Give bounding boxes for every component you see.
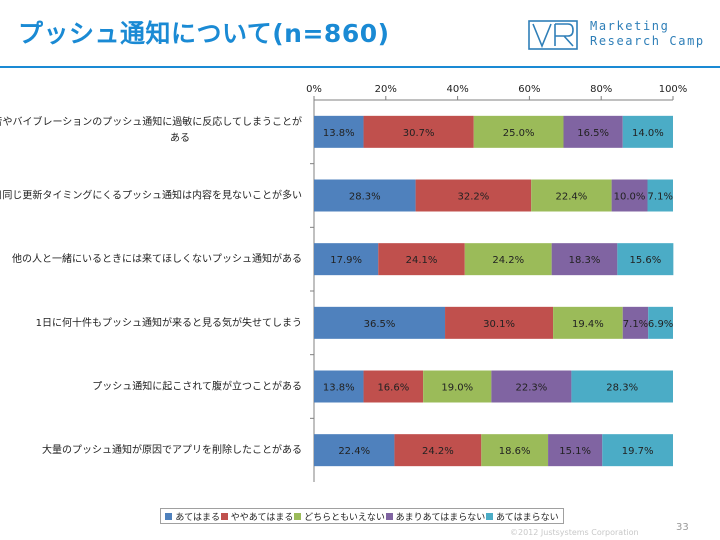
bar-segment xyxy=(531,179,612,212)
legend-label: あまりあてはまらない xyxy=(395,512,486,523)
data-label: 13.8% xyxy=(323,128,355,139)
data-label: 18.6% xyxy=(499,446,531,457)
x-tick-label: 60% xyxy=(518,84,540,95)
logo-line-2: Research Camp xyxy=(590,34,705,48)
data-label: 13.8% xyxy=(323,383,355,394)
data-label: 36.5% xyxy=(364,319,396,330)
bar-segment xyxy=(314,243,379,276)
data-label: 24.1% xyxy=(406,255,438,266)
category-label: プッシュ通知に起こされて腹が立つことがある xyxy=(92,380,302,393)
data-label: 16.5% xyxy=(577,128,609,139)
data-label: 30.1% xyxy=(483,319,515,330)
x-tick-label: 40% xyxy=(446,84,468,95)
bar-segment xyxy=(378,243,465,276)
data-label: 10.0% xyxy=(614,192,646,203)
bar-segment xyxy=(571,370,673,403)
bar-segment xyxy=(611,179,648,212)
bar-segment xyxy=(481,434,549,467)
copyright-text: ©2012 Justsystems Corporation xyxy=(510,528,639,537)
bar-segment xyxy=(617,243,674,276)
data-label: 25.0% xyxy=(503,128,535,139)
data-label: 15.6% xyxy=(629,255,661,266)
data-label: 24.2% xyxy=(422,446,454,457)
bar-segment xyxy=(314,370,364,403)
x-tick-label: 20% xyxy=(375,84,397,95)
category-label: 特定の音やバイブレーションのプッシュ通知に過敏に反応してしまうことが xyxy=(0,115,302,128)
x-tick-label: 80% xyxy=(590,84,612,95)
bar-segment xyxy=(314,179,416,212)
category-label: ある xyxy=(170,132,190,144)
chart-legend: あてはまる ややあてはまる どちらともいえない あまりあてはまらない あてはまらない xyxy=(160,508,564,524)
data-label: 15.1% xyxy=(559,446,591,457)
data-label: 16.6% xyxy=(377,383,409,394)
legend-label: あてはまる xyxy=(175,512,220,523)
page-number: 33 xyxy=(676,522,689,533)
data-label: 7.1% xyxy=(623,319,648,330)
x-tick-label: 100% xyxy=(659,84,688,95)
bar-segment xyxy=(553,306,623,339)
bar-segment xyxy=(647,179,673,212)
bar-segment xyxy=(314,306,446,339)
bar-segment xyxy=(363,115,474,148)
bar-segment xyxy=(464,243,552,276)
bar-segment xyxy=(551,243,618,276)
data-label: 22.3% xyxy=(515,383,547,394)
legend-item: ややあてはまる xyxy=(220,510,294,523)
legend-swatch xyxy=(385,512,393,520)
legend-item: あてはまる xyxy=(165,510,220,523)
bar-segment xyxy=(563,115,623,148)
bar-segment xyxy=(363,370,424,403)
data-label: 14.0% xyxy=(632,128,664,139)
data-label: 19.0% xyxy=(441,383,473,394)
x-tick-label: 0% xyxy=(306,84,322,95)
legend-swatch xyxy=(220,512,228,520)
data-label: 28.3% xyxy=(606,383,638,394)
data-label: 17.9% xyxy=(330,255,362,266)
data-label: 30.7% xyxy=(403,128,435,139)
bar-segment xyxy=(445,306,554,339)
bar-segment xyxy=(415,179,532,212)
logo-text: Marketing Research Camp xyxy=(590,19,705,49)
legend-item: あてはまらない xyxy=(485,510,559,523)
data-label: 7.1% xyxy=(648,192,673,203)
logo-line-1: Marketing xyxy=(590,19,670,33)
data-label: 6.9% xyxy=(648,319,673,330)
bar-segment xyxy=(314,115,364,148)
data-label: 22.4% xyxy=(556,192,588,203)
bar-segment xyxy=(622,306,649,339)
company-logo: Marketing Research Camp xyxy=(528,18,710,52)
data-label: 19.7% xyxy=(622,446,654,457)
bar-segment xyxy=(548,434,603,467)
legend-label: あてはまらない xyxy=(495,512,559,523)
category-label: 1日に何十件もプッシュ通知が来ると見る気が失せてしまう xyxy=(36,316,302,329)
stacked-bar-chart: 0% 20% 40% 60% 80% 100% 特定の音やバイブレーションのプッシュ通知に過… xyxy=(0,84,688,482)
legend-label: どちらともいえない xyxy=(304,512,385,523)
legend-label: ややあてはまる xyxy=(230,512,294,523)
bar-segment xyxy=(648,306,673,339)
header-divider xyxy=(0,66,720,68)
category-label: 他の人と一緒にいるときには来てほしくないプッシュ通知がある xyxy=(12,252,302,265)
data-label: 18.3% xyxy=(569,255,601,266)
bar-segment xyxy=(491,370,572,403)
data-label: 32.2% xyxy=(458,192,490,203)
bar-segment xyxy=(314,434,395,467)
data-label: 22.4% xyxy=(338,446,370,457)
category-label: 毎日同じ更新タイミングにくるプッシュ通知は内容を見ないことが多い xyxy=(0,189,302,202)
mrc-logo-icon xyxy=(528,20,578,50)
legend-item: どちらともいえない xyxy=(294,510,385,523)
data-label: 28.3% xyxy=(349,192,381,203)
legend-swatch xyxy=(485,512,493,520)
bar-segment xyxy=(423,370,492,403)
data-label: 19.4% xyxy=(572,319,604,330)
page-title: プッシュ通知について(n=860) xyxy=(18,19,390,48)
legend-item: あまりあてはまらない xyxy=(385,510,486,523)
bar-segment xyxy=(602,434,673,467)
legend-swatch xyxy=(165,512,173,520)
bar-segment xyxy=(473,115,564,148)
legend-swatch xyxy=(294,512,302,520)
bar-segment xyxy=(394,434,482,467)
category-label: 大量のプッシュ通知が原因でアプリを削除したことがある xyxy=(42,443,302,456)
data-label: 24.2% xyxy=(492,255,524,266)
bar-segment xyxy=(622,115,673,148)
